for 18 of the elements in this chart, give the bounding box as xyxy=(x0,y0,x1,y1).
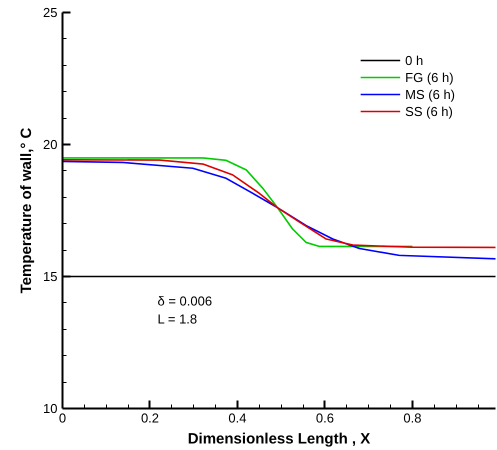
line-series xyxy=(62,157,414,248)
x-axis-title: Dimensionless Length , X xyxy=(188,430,370,448)
x-tick-label: 0.2 xyxy=(140,410,160,426)
legend-label: SS (6 h) xyxy=(405,103,453,119)
y-axis-title: Temperature of wall,° C xyxy=(18,127,36,294)
legend-label: 0 h xyxy=(405,52,424,68)
annotation: L = 1.8 xyxy=(158,312,198,326)
x-tick-label: 0 xyxy=(58,410,66,426)
y-tick-label: 25 xyxy=(43,5,58,20)
y-tick-label: 10 xyxy=(43,401,58,416)
x-tick-label: 0.8 xyxy=(403,410,422,426)
x-tick-label: 0.6 xyxy=(316,410,334,426)
legend-label: MS (6 h) xyxy=(405,86,455,102)
legend-label: FG (6 h) xyxy=(405,69,454,85)
y-tick-label: 15 xyxy=(43,269,58,284)
y-tick-label: 20 xyxy=(43,137,58,152)
annotation: δ = 0.006 xyxy=(158,294,212,308)
x-tick-label: 0.4 xyxy=(228,410,246,426)
